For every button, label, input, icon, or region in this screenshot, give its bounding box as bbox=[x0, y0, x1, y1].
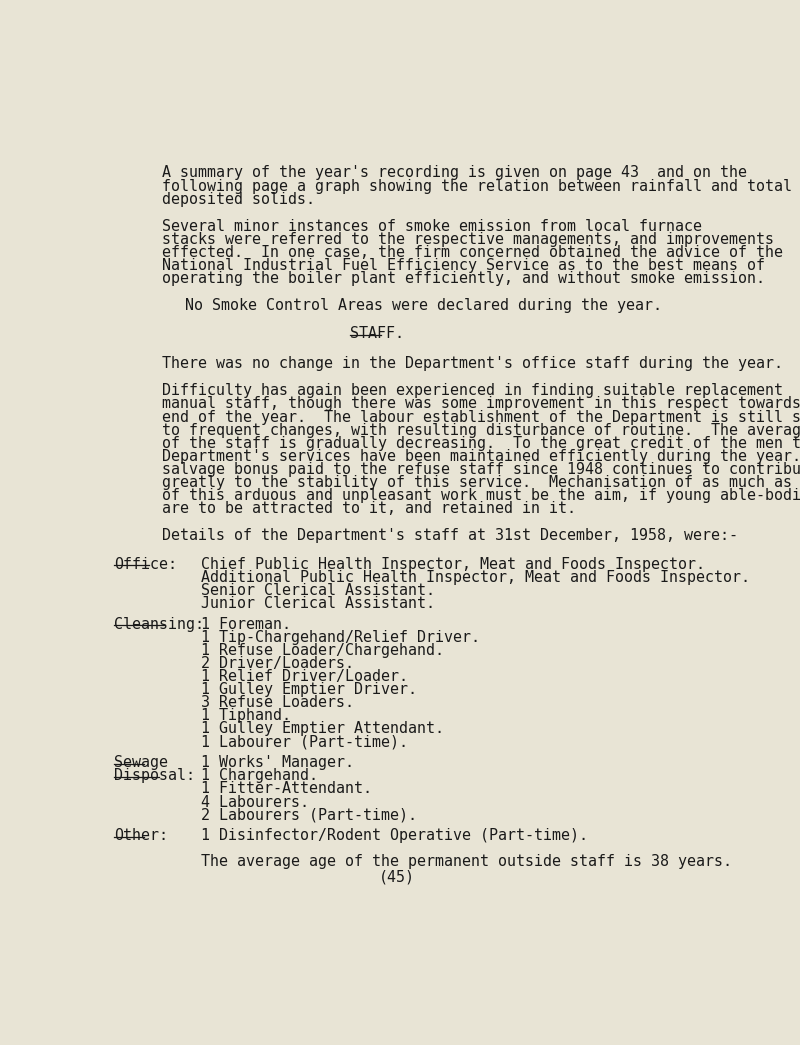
Text: (45): (45) bbox=[379, 870, 415, 885]
Text: Additional Public Health Inspector, Meat and Foods Inspector.: Additional Public Health Inspector, Meat… bbox=[201, 570, 750, 585]
Text: 1 Labourer (Part-time).: 1 Labourer (Part-time). bbox=[201, 735, 408, 749]
Text: 1 Gulley Emptier Driver.: 1 Gulley Emptier Driver. bbox=[201, 682, 417, 697]
Text: 1 Refuse Loader/Chargehand.: 1 Refuse Loader/Chargehand. bbox=[201, 643, 444, 658]
Text: Other:: Other: bbox=[114, 829, 168, 843]
Text: There was no change in the Department's office staff during the year.: There was no change in the Department's … bbox=[162, 356, 783, 371]
Text: salvage bonus paid to the refuse staff since 1948 continues to contribute very: salvage bonus paid to the refuse staff s… bbox=[162, 462, 800, 477]
Text: 3 Refuse Loaders.: 3 Refuse Loaders. bbox=[201, 695, 354, 711]
Text: 1 Tiphand.: 1 Tiphand. bbox=[201, 709, 290, 723]
Text: 2 Driver/Loaders.: 2 Driver/Loaders. bbox=[201, 656, 354, 671]
Text: 1 Foreman.: 1 Foreman. bbox=[201, 617, 290, 631]
Text: Chief Public Health Inspector, Meat and Foods Inspector.: Chief Public Health Inspector, Meat and … bbox=[201, 557, 705, 572]
Text: 1 Chargehand.: 1 Chargehand. bbox=[201, 768, 318, 784]
Text: of this arduous and unpleasant work must be the aim, if young able-bodied men: of this arduous and unpleasant work must… bbox=[162, 488, 800, 503]
Text: 1 Gulley Emptier Attendant.: 1 Gulley Emptier Attendant. bbox=[201, 721, 444, 737]
Text: Several minor instances of smoke emission from local furnace: Several minor instances of smoke emissio… bbox=[162, 218, 702, 234]
Text: 2 Labourers (Part-time).: 2 Labourers (Part-time). bbox=[201, 808, 417, 822]
Text: stacks were referred to the respective managements, and improvements: stacks were referred to the respective m… bbox=[162, 232, 774, 247]
Text: 1 Disinfector/Rodent Operative (Part-time).: 1 Disinfector/Rodent Operative (Part-tim… bbox=[201, 829, 588, 843]
Text: A summary of the year's recording is given on page 43  and on the: A summary of the year's recording is giv… bbox=[162, 165, 747, 181]
Text: Details of the Department's staff at 31st December, 1958, were:-: Details of the Department's staff at 31s… bbox=[162, 528, 738, 543]
Text: are to be attracted to it, and retained in it.: are to be attracted to it, and retained … bbox=[162, 502, 576, 516]
Text: 1 Fitter-Attendant.: 1 Fitter-Attendant. bbox=[201, 782, 372, 796]
Text: 1 Works' Manager.: 1 Works' Manager. bbox=[201, 756, 354, 770]
Text: National Industrial Fuel Efficiency Service as to the best means of: National Industrial Fuel Efficiency Serv… bbox=[162, 258, 765, 273]
Text: 1 Tip-Chargehand/Relief Driver.: 1 Tip-Chargehand/Relief Driver. bbox=[201, 630, 480, 645]
Text: STAFF.: STAFF. bbox=[350, 326, 404, 342]
Text: 4 Labourers.: 4 Labourers. bbox=[201, 794, 309, 810]
Text: Cleansing:: Cleansing: bbox=[114, 617, 204, 631]
Text: The average age of the permanent outside staff is 38 years.: The average age of the permanent outside… bbox=[201, 854, 732, 868]
Text: effected.  In one case, the firm concerned obtained the advice of the: effected. In one case, the firm concerne… bbox=[162, 245, 783, 260]
Text: operating the boiler plant efficiently, and without smoke emission.: operating the boiler plant efficiently, … bbox=[162, 271, 765, 286]
Text: Junior Clerical Assistant.: Junior Clerical Assistant. bbox=[201, 596, 434, 611]
Text: Difficulty has again been experienced in finding suitable replacement: Difficulty has again been experienced in… bbox=[162, 384, 783, 398]
Text: following page a graph showing the relation between rainfall and total: following page a graph showing the relat… bbox=[162, 179, 792, 193]
Text: of the staff is gradually decreasing.  To the great credit of the men the: of the staff is gradually decreasing. To… bbox=[162, 436, 800, 450]
Text: end of the year.  The labour establishment of the Department is still subject: end of the year. The labour establishmen… bbox=[162, 410, 800, 424]
Text: 1 Relief Driver/Loader.: 1 Relief Driver/Loader. bbox=[201, 669, 408, 684]
Text: greatly to the stability of this service.  Mechanisation of as much as possible: greatly to the stability of this service… bbox=[162, 475, 800, 490]
Text: Senior Clerical Assistant.: Senior Clerical Assistant. bbox=[201, 583, 434, 598]
Text: deposited solids.: deposited solids. bbox=[162, 191, 315, 207]
Text: Department's services have been maintained efficiently during the year.  The: Department's services have been maintain… bbox=[162, 448, 800, 464]
Text: No Smoke Control Areas were declared during the year.: No Smoke Control Areas were declared dur… bbox=[186, 298, 662, 312]
Text: Disposal:: Disposal: bbox=[114, 768, 195, 784]
Text: to frequent changes, with resulting disturbance of routine.  The average age: to frequent changes, with resulting dist… bbox=[162, 422, 800, 438]
Text: Office:: Office: bbox=[114, 557, 177, 572]
Text: manual staff, though there was some improvement in this respect towards the: manual staff, though there was some impr… bbox=[162, 396, 800, 412]
Text: Sewage: Sewage bbox=[114, 756, 168, 770]
